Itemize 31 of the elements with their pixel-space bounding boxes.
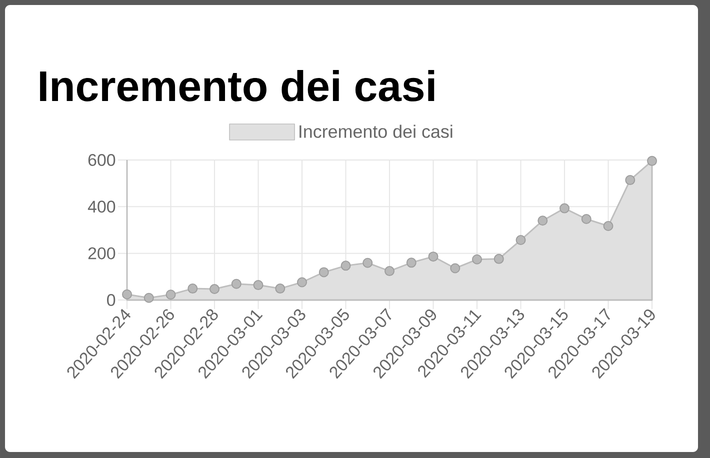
point: [210, 284, 220, 294]
point: [231, 278, 242, 289]
point: [560, 203, 570, 214]
point: [581, 214, 592, 224]
point: [472, 254, 482, 264]
point: [516, 235, 526, 246]
y-tick-label: 400: [88, 200, 116, 213]
point: [406, 258, 416, 268]
point: [384, 266, 395, 276]
point: [625, 175, 636, 186]
y-tick-label: 0: [107, 294, 116, 306]
point: [297, 277, 308, 288]
point: [188, 284, 198, 294]
y-tick-label: 200: [88, 247, 116, 260]
point: [647, 156, 658, 166]
point: [362, 258, 373, 268]
point: [122, 289, 132, 300]
point: [166, 290, 176, 300]
point: [603, 221, 614, 232]
point: [253, 280, 264, 290]
point: [340, 260, 351, 271]
legend-label: Incremento dei casi: [300, 124, 452, 138]
point: [144, 292, 154, 303]
y-tick-label: 600: [88, 154, 116, 166]
point: [450, 263, 460, 274]
point: [538, 216, 548, 226]
chart-title: Incremento dei casi: [40, 70, 434, 102]
point: [494, 254, 504, 264]
point: [428, 252, 438, 262]
point: [275, 284, 286, 294]
point: [318, 267, 329, 278]
